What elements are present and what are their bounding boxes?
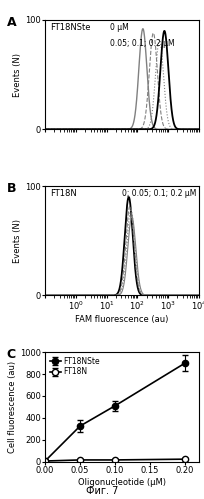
Text: A: A: [7, 15, 16, 28]
X-axis label: Oligonucleotide (μM): Oligonucleotide (μM): [78, 478, 165, 487]
Text: FT18NSte: FT18NSte: [49, 23, 90, 32]
Y-axis label: Events (N): Events (N): [13, 219, 22, 263]
Y-axis label: Cell fluorescence (au): Cell fluorescence (au): [8, 361, 17, 453]
Text: Фиг. 7: Фиг. 7: [86, 486, 118, 496]
Text: B: B: [7, 182, 16, 195]
Text: 0 μM: 0 μM: [109, 23, 128, 32]
Text: 0; 0.05; 0.1; 0.2 μM: 0; 0.05; 0.1; 0.2 μM: [121, 190, 195, 199]
Text: C: C: [7, 348, 16, 361]
Y-axis label: Events (N): Events (N): [13, 52, 22, 97]
Text: 0.05; 0.1; 0.2 μM: 0.05; 0.1; 0.2 μM: [109, 38, 173, 47]
X-axis label: FAM fluorescence (au): FAM fluorescence (au): [75, 315, 168, 324]
Legend: FT18NSte, FT18N: FT18NSte, FT18N: [49, 356, 100, 377]
Text: FT18N: FT18N: [49, 190, 76, 199]
